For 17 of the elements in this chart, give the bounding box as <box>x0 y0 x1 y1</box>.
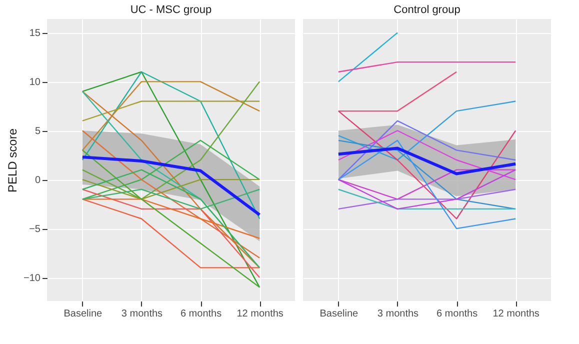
y-tick-label: 15 <box>29 28 41 40</box>
chart-title: UC - MSC group <box>130 4 212 16</box>
y-tick-label: −10 <box>24 273 41 284</box>
x-tick-label: 6 months <box>436 308 478 320</box>
chart-title: Control group <box>394 4 460 16</box>
y-tick-label: 0 <box>34 175 41 186</box>
x-tick-label: Baseline <box>64 308 103 320</box>
y-tick-label: 5 <box>34 126 41 138</box>
x-tick-label: 12 months <box>492 308 540 320</box>
x-tick-label: 3 months <box>377 308 419 320</box>
y-tick-label: 10 <box>29 77 41 88</box>
x-tick-label: 12 months <box>236 308 284 320</box>
x-tick-label: Baseline <box>320 308 359 320</box>
y-axis-title: PELD score <box>6 128 20 193</box>
x-tick-label: 6 months <box>180 308 222 320</box>
y-tick-label: −5 <box>29 224 41 236</box>
x-tick-label: 3 months <box>121 308 163 320</box>
